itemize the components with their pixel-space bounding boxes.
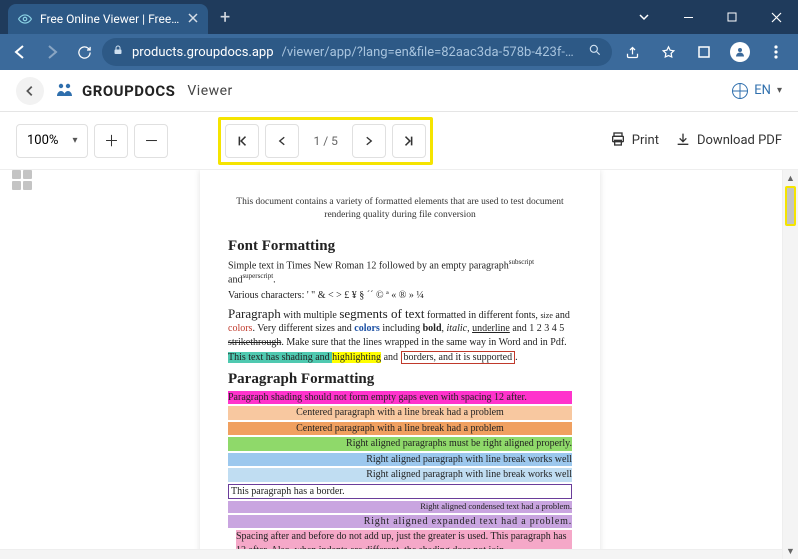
row-blue2: Right aligned paragraph with line break … [228,468,572,482]
brand-icon [56,81,76,101]
row-peach1: Centered paragraph with a line break had… [228,406,572,420]
brand[interactable]: GROUPDOCS Viewer [56,81,233,101]
p-various: Various characters: ' " & < > £ ¥ § ´´ ©… [228,289,572,303]
row-magenta: Paragraph shading should not form empty … [228,391,572,405]
scroll-track[interactable] [785,186,796,543]
heading-font-formatting: Font Formatting [228,238,572,255]
tab-title: Free Online Viewer | Free GroupD [40,12,182,26]
url-bar[interactable]: products.groupdocs.app /viewer/app/?lang… [102,38,612,66]
star-icon[interactable] [652,38,684,66]
row-green: Right aligned paragraphs must be right a… [228,437,572,451]
forward-button[interactable] [38,38,66,66]
prev-page-button[interactable] [265,124,299,158]
browser-titlebar: Free Online Viewer | Free GroupD + [0,0,798,34]
lang-label: EN [754,83,771,98]
p-segments: Paragraph with multiple segments of text… [228,305,572,350]
new-tab-button[interactable]: + [220,7,230,28]
share-icon[interactable] [616,38,648,66]
page-indicator: 1 / 5 [305,134,345,148]
url-domain: products.groupdocs.app [132,45,274,60]
next-page-button[interactable] [352,124,386,158]
tab-close-icon[interactable] [188,12,198,26]
viewer-toolbar: 100% ▾ ＋ － 1 / 5 Print Download PDF [0,112,798,170]
row-peach2: Centered paragraph with a line break had… [228,422,572,436]
document-page: This document contains a variety of form… [200,170,600,559]
download-button[interactable]: Download PDF [675,131,782,151]
last-page-button[interactable] [392,124,426,158]
brand-text: GROUPDOCS [82,82,175,100]
browser-tab[interactable]: Free Online Viewer | Free GroupD [8,4,208,34]
row-violet1: Right aligned condensed text had a probl… [228,501,572,512]
document-viewport: This document contains a variety of form… [0,170,798,559]
p-shading: This text has shading and highlighting a… [228,351,572,365]
chevron-down-icon: ▾ [777,85,782,96]
zoom-in-button[interactable]: ＋ [94,124,128,158]
language-picker[interactable]: EN ▾ [732,83,782,99]
printer-icon [610,131,626,151]
zoom-value: 100% [27,133,58,148]
close-button[interactable] [754,0,798,34]
app-header: GROUPDOCS Viewer EN ▾ [0,70,798,112]
lock-icon [112,44,124,60]
scroll-down-icon[interactable]: ▼ [783,543,798,559]
thumbnails-toggle[interactable] [12,170,32,190]
scroll-thumb[interactable] [785,186,796,226]
globe-icon [732,83,748,99]
browser-addressbar: products.groupdocs.app /viewer/app/?lang… [0,34,798,70]
print-label: Print [632,133,659,148]
vertical-scrollbar[interactable]: ▲ ▼ [782,170,798,559]
search-icon[interactable] [588,43,602,61]
extensions-icon[interactable] [688,38,720,66]
download-label: Download PDF [697,133,782,148]
horizontal-scrollbar[interactable] [0,549,782,559]
eye-icon [18,12,32,26]
row-blue1: Right aligned paragraph with line break … [228,453,572,467]
row-border: This paragraph has a border. [228,484,572,500]
page-navigator: 1 / 5 [218,117,432,165]
minimize-button[interactable] [666,0,710,34]
download-icon [675,131,691,151]
app-back-button[interactable] [16,77,44,105]
print-button[interactable]: Print [610,131,659,151]
zoom-select[interactable]: 100% ▾ [16,124,88,158]
chevron-down-icon: ▾ [72,135,77,146]
heading-para-formatting: Paragraph Formatting [228,371,572,388]
maximize-button[interactable] [710,0,754,34]
reload-button[interactable] [70,38,98,66]
zoom-out-button[interactable]: － [134,124,168,158]
scroll-up-icon[interactable]: ▲ [783,170,798,186]
p-simple: Simple text in Times New Roman 12 follow… [228,258,572,288]
url-path: /viewer/app/?lang=en&file=82aac3da-578b-… [282,45,580,60]
doc-intro: This document contains a variety of form… [228,196,572,222]
back-button[interactable] [6,38,34,66]
row-violet2: Right aligned expanded text had a proble… [228,515,572,529]
profile-button[interactable] [724,38,756,66]
brand-sub: Viewer [187,83,232,99]
menu-icon[interactable] [760,38,792,66]
first-page-button[interactable] [225,124,259,158]
chevron-down-icon[interactable] [622,0,666,34]
